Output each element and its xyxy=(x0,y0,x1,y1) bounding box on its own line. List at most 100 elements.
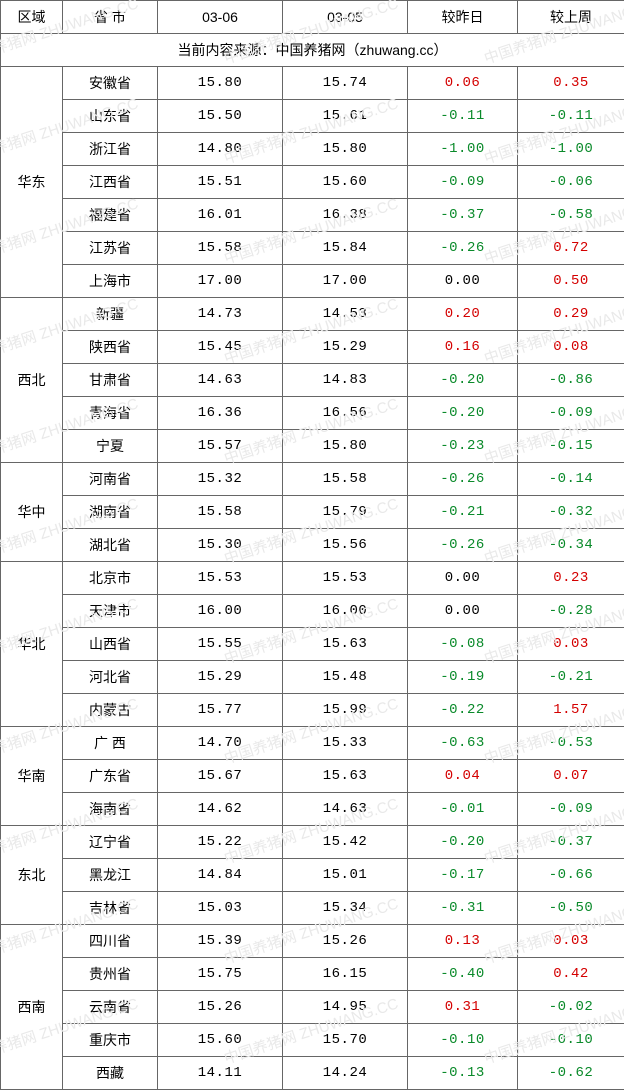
table-row: 福建省16.0116.38-0.37-0.58 xyxy=(1,199,624,232)
region-cell: 西南 xyxy=(1,925,63,1090)
value-d1: 15.58 xyxy=(158,232,283,265)
vs-week-cell: 0.42 xyxy=(518,958,624,991)
value-d2: 15.84 xyxy=(283,232,408,265)
value-d1: 15.39 xyxy=(158,925,283,958)
value-d2: 14.53 xyxy=(283,298,408,331)
table-row: 山东省15.5015.61-0.11-0.11 xyxy=(1,100,624,133)
vs-week-cell: -0.15 xyxy=(518,430,624,463)
vs-week-cell: -0.10 xyxy=(518,1024,624,1057)
province-cell: 青海省 xyxy=(63,397,158,430)
value-d1: 14.63 xyxy=(158,364,283,397)
table-row: 河北省15.2915.48-0.19-0.21 xyxy=(1,661,624,694)
vs-week-cell: -0.14 xyxy=(518,463,624,496)
value-d1: 16.36 xyxy=(158,397,283,430)
vs-week-cell: -0.21 xyxy=(518,661,624,694)
value-d2: 15.70 xyxy=(283,1024,408,1057)
vs-week-cell: -0.28 xyxy=(518,595,624,628)
vs-week-cell: 0.50 xyxy=(518,265,624,298)
vs-week-cell: 1.57 xyxy=(518,694,624,727)
vs-day-cell: 0.00 xyxy=(408,595,518,628)
table-row: 西藏14.1114.24-0.13-0.62 xyxy=(1,1057,624,1090)
value-d2: 16.00 xyxy=(283,595,408,628)
province-cell: 四川省 xyxy=(63,925,158,958)
value-d1: 15.75 xyxy=(158,958,283,991)
vs-day-cell: 0.13 xyxy=(408,925,518,958)
value-d2: 15.53 xyxy=(283,562,408,595)
value-d1: 14.80 xyxy=(158,133,283,166)
vs-day-cell: 0.04 xyxy=(408,760,518,793)
value-d1: 15.30 xyxy=(158,529,283,562)
col-date1: 03-06 xyxy=(158,1,283,34)
province-cell: 天津市 xyxy=(63,595,158,628)
value-d1: 14.84 xyxy=(158,859,283,892)
vs-week-cell: -0.86 xyxy=(518,364,624,397)
table-row: 西南四川省15.3915.260.130.03 xyxy=(1,925,624,958)
value-d2: 15.80 xyxy=(283,133,408,166)
vs-day-cell: 0.00 xyxy=(408,265,518,298)
value-d2: 15.79 xyxy=(283,496,408,529)
value-d2: 16.15 xyxy=(283,958,408,991)
vs-day-cell: -0.63 xyxy=(408,727,518,760)
value-d2: 14.83 xyxy=(283,364,408,397)
vs-week-cell: 0.35 xyxy=(518,67,624,100)
table-row: 华南广 西14.7015.33-0.63-0.53 xyxy=(1,727,624,760)
value-d1: 16.00 xyxy=(158,595,283,628)
province-cell: 新疆 xyxy=(63,298,158,331)
source-text: 当前内容来源：中国养猪网（zhuwang.cc） xyxy=(1,34,624,67)
province-cell: 辽宁省 xyxy=(63,826,158,859)
value-d2: 15.80 xyxy=(283,430,408,463)
vs-day-cell: -0.10 xyxy=(408,1024,518,1057)
province-cell: 云南省 xyxy=(63,991,158,1024)
value-d1: 15.80 xyxy=(158,67,283,100)
province-cell: 江苏省 xyxy=(63,232,158,265)
vs-week-cell: -0.58 xyxy=(518,199,624,232)
value-d2: 15.60 xyxy=(283,166,408,199)
value-d1: 15.67 xyxy=(158,760,283,793)
table-row: 吉林省15.0315.34-0.31-0.50 xyxy=(1,892,624,925)
value-d2: 14.24 xyxy=(283,1057,408,1090)
vs-day-cell: -0.21 xyxy=(408,496,518,529)
vs-week-cell: -0.06 xyxy=(518,166,624,199)
value-d2: 15.63 xyxy=(283,760,408,793)
value-d2: 15.56 xyxy=(283,529,408,562)
vs-day-cell: -0.40 xyxy=(408,958,518,991)
vs-week-cell: 0.07 xyxy=(518,760,624,793)
province-cell: 河南省 xyxy=(63,463,158,496)
value-d1: 14.62 xyxy=(158,793,283,826)
vs-week-cell: 0.29 xyxy=(518,298,624,331)
price-table: 区域 省 市 03-06 03-05 较昨日 较上周 当前内容来源：中国养猪网（… xyxy=(0,0,624,1090)
vs-day-cell: -0.26 xyxy=(408,232,518,265)
vs-week-cell: -0.02 xyxy=(518,991,624,1024)
province-cell: 湖南省 xyxy=(63,496,158,529)
region-cell: 华北 xyxy=(1,562,63,727)
vs-day-cell: 0.00 xyxy=(408,562,518,595)
vs-day-cell: -0.26 xyxy=(408,529,518,562)
vs-day-cell: 0.06 xyxy=(408,67,518,100)
value-d1: 15.50 xyxy=(158,100,283,133)
value-d2: 15.48 xyxy=(283,661,408,694)
vs-day-cell: 0.20 xyxy=(408,298,518,331)
value-d1: 15.32 xyxy=(158,463,283,496)
province-cell: 贵州省 xyxy=(63,958,158,991)
value-d2: 15.26 xyxy=(283,925,408,958)
vs-day-cell: -0.20 xyxy=(408,826,518,859)
province-cell: 宁夏 xyxy=(63,430,158,463)
province-cell: 山东省 xyxy=(63,100,158,133)
region-cell: 华中 xyxy=(1,463,63,562)
value-d2: 14.63 xyxy=(283,793,408,826)
col-region: 区域 xyxy=(1,1,63,34)
value-d2: 15.61 xyxy=(283,100,408,133)
table-row: 宁夏15.5715.80-0.23-0.15 xyxy=(1,430,624,463)
value-d2: 14.95 xyxy=(283,991,408,1024)
value-d2: 15.29 xyxy=(283,331,408,364)
value-d1: 15.53 xyxy=(158,562,283,595)
value-d1: 15.45 xyxy=(158,331,283,364)
table-row: 浙江省14.8015.80-1.00-1.00 xyxy=(1,133,624,166)
table-row: 陕西省15.4515.290.160.08 xyxy=(1,331,624,364)
vs-day-cell: -0.09 xyxy=(408,166,518,199)
province-cell: 吉林省 xyxy=(63,892,158,925)
province-cell: 福建省 xyxy=(63,199,158,232)
value-d1: 15.57 xyxy=(158,430,283,463)
table-row: 湖北省15.3015.56-0.26-0.34 xyxy=(1,529,624,562)
vs-day-cell: -0.01 xyxy=(408,793,518,826)
